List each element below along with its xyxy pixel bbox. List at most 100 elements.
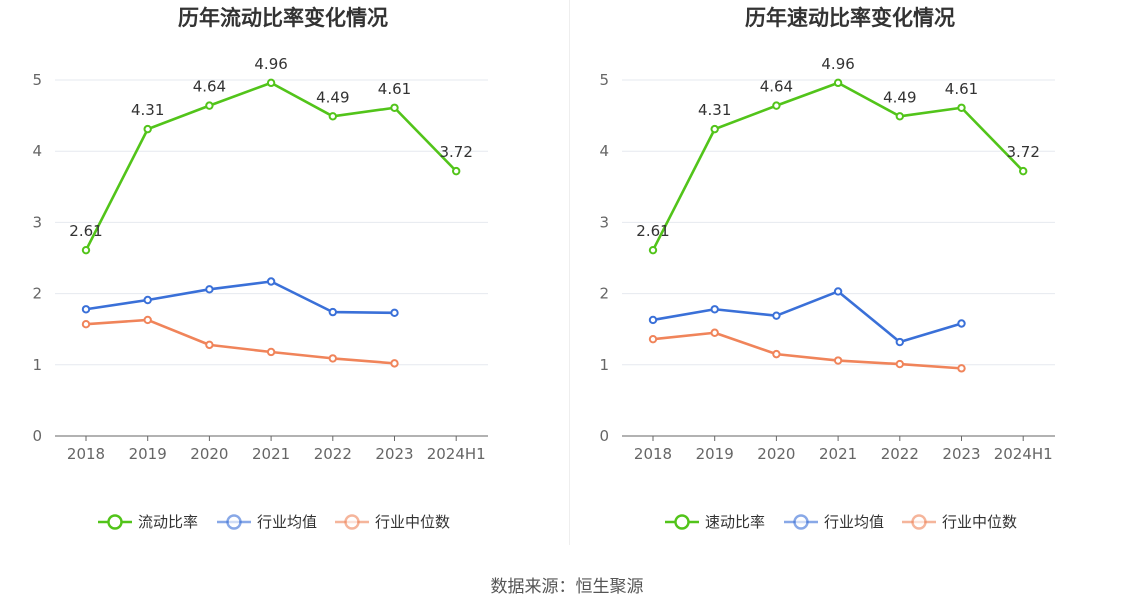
data-label: 4.64: [760, 78, 793, 96]
legend-item-industry-median: 行业中位数: [902, 513, 1017, 531]
industry-mean-point: [710, 305, 719, 314]
current-ratio-chart-panel: 历年流动比率变化情况 0 1 2 3 4 5 2018 2019 2020 2021 2022 2023…: [0, 0, 567, 545]
main-ratio-point: [266, 78, 276, 88]
industry-mean-point: [833, 287, 843, 296]
y-tick-label: 0: [599, 427, 609, 445]
current-ratio-chart: 历年流动比率变化情况 0 1 2 3 4 5 2018 2019 2020 2021 2022 2023…: [32, 6, 488, 531]
legend-marker-icon: [793, 514, 809, 530]
legend-marker-icon: [344, 514, 360, 530]
industry-mean-line: [652, 290, 962, 344]
data-label: 3.72: [1006, 143, 1039, 161]
chart-title: 历年速动比率变化情况: [745, 6, 955, 30]
legend-label: 速动比率: [705, 513, 765, 531]
industry-median-point: [895, 359, 904, 369]
industry-mean-point: [390, 308, 399, 318]
legend-marker-icon: [674, 514, 690, 530]
industry-median-point: [328, 354, 337, 363]
industry-median-point: [81, 320, 91, 329]
industry-mean-point: [328, 307, 337, 317]
legend-item-industry-mean: 行业均值: [217, 513, 317, 531]
data-label: 4.61: [945, 80, 978, 98]
x-tick-label: 2021: [819, 445, 857, 463]
main-ratio-point: [710, 124, 719, 134]
main-ratio-point: [328, 112, 337, 121]
data-label: 4.96: [821, 55, 854, 73]
legend-item-main-ratio: 速动比率: [665, 513, 765, 531]
industry-mean-line: [85, 280, 395, 315]
x-tick-label: 2021: [252, 445, 290, 463]
data-source-text: 数据来源：恒生聚源: [490, 577, 644, 597]
industry-median-point: [710, 328, 719, 337]
legend-label: 行业中位数: [942, 513, 1017, 531]
x-tick-label: 2018: [634, 445, 672, 463]
data-label: 4.96: [254, 55, 287, 73]
x-tick-label: 2023: [375, 445, 413, 463]
industry-mean-point: [205, 285, 214, 294]
legend-label: 行业中位数: [375, 513, 450, 531]
y-tick-label: 1: [32, 356, 42, 374]
main-ratio-point: [1019, 166, 1028, 176]
legend-item-industry-median: 行业中位数: [335, 513, 450, 531]
data-label: 4.49: [316, 88, 349, 106]
data-label: 4.61: [378, 80, 411, 98]
data-label: 4.49: [883, 88, 916, 106]
main-ratio-point: [772, 101, 781, 110]
x-tick-label: 2023: [942, 445, 980, 463]
main-ratio-point: [957, 103, 966, 112]
y-tick-label: 3: [599, 213, 609, 231]
industry-mean-point: [81, 305, 91, 314]
legend-label: 流动比率: [138, 513, 198, 531]
quick-ratio-chart-panel: 历年速动比率变化情况 0 1 2 3 4 5 2018 2019 2020 2021 2022 2023…: [567, 0, 1134, 545]
main-ratio-point: [143, 124, 152, 134]
industry-median-point: [648, 334, 658, 344]
legend-label: 行业均值: [257, 513, 317, 531]
legend-marker-icon: [226, 514, 242, 530]
main-ratio-point: [81, 245, 91, 255]
industry-mean-point: [648, 315, 658, 325]
industry-mean-point: [143, 295, 152, 305]
chart-title: 历年流动比率变化情况: [178, 6, 388, 30]
industry-median-point: [772, 349, 781, 359]
data-label: 4.64: [193, 78, 226, 96]
x-tick-label: 2020: [190, 445, 228, 463]
industry-mean-point: [895, 337, 904, 347]
main-ratio-point: [895, 112, 904, 121]
industry-median-line: [652, 331, 962, 370]
x-tick-label: 2024H1: [427, 445, 486, 463]
data-label: 2.61: [69, 222, 102, 240]
industry-median-point: [833, 356, 843, 365]
legend-item-main-ratio: 流动比率: [98, 513, 198, 531]
main-ratio-point: [390, 103, 399, 112]
industry-median-line: [85, 318, 395, 365]
x-tick-label: 2018: [67, 445, 105, 463]
y-tick-label: 1: [599, 356, 609, 374]
main-ratio-point: [452, 166, 461, 176]
x-tick-label: 2019: [696, 445, 734, 463]
data-label: 4.31: [698, 101, 731, 119]
y-tick-label: 3: [32, 213, 42, 231]
industry-median-point: [205, 340, 214, 350]
x-tick-label: 2022: [314, 445, 352, 463]
y-tick-label: 4: [32, 142, 42, 160]
main-ratio-point: [648, 245, 658, 255]
industry-mean-point: [266, 277, 276, 286]
industry-median-point: [266, 347, 276, 357]
legend-marker-icon: [107, 514, 123, 530]
main-ratio-point: [833, 78, 843, 88]
industry-mean-point: [957, 319, 966, 328]
y-tick-label: 0: [32, 427, 42, 445]
legend-label: 行业均值: [824, 513, 884, 531]
industry-median-point: [957, 364, 966, 373]
industry-median-point: [143, 315, 152, 325]
main-ratio-point: [205, 101, 214, 110]
x-tick-label: 2020: [757, 445, 795, 463]
y-tick-label: 2: [32, 285, 42, 303]
data-label: 2.61: [636, 222, 669, 240]
x-tick-label: 2019: [129, 445, 167, 463]
y-tick-label: 4: [599, 142, 609, 160]
y-tick-label: 2: [599, 285, 609, 303]
legend-marker-icon: [911, 514, 927, 530]
quick-ratio-chart: 历年速动比率变化情况 0 1 2 3 4 5 2018 2019 2020 2021 2022 2023…: [599, 6, 1055, 531]
legend-item-industry-mean: 行业均值: [784, 513, 884, 531]
y-tick-label: 5: [32, 71, 42, 89]
